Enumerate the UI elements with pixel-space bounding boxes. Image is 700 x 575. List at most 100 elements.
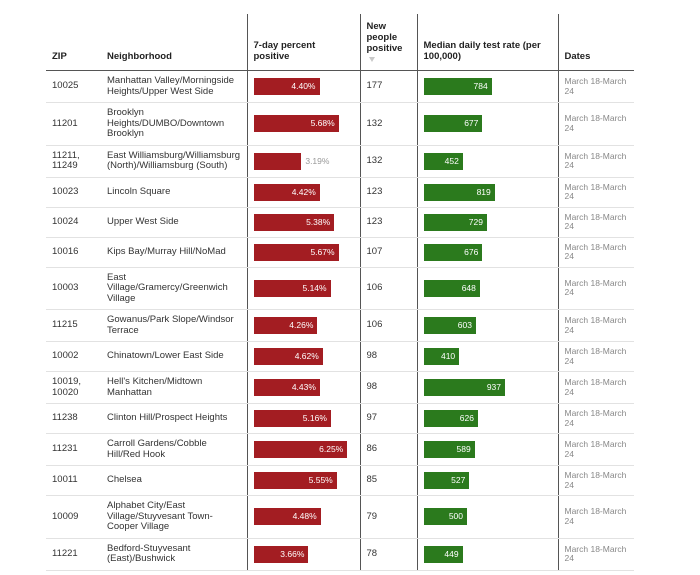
neighborhood-cell: Clinton Hill/Prospect Heights: [101, 403, 248, 434]
positivity-label: 4.62%: [294, 351, 319, 361]
test-rate-label: 626: [459, 413, 474, 423]
test-rate-bar: 626: [423, 410, 478, 427]
test-rate-label: 449: [444, 548, 459, 559]
table-row: 11238 Clinton Hill/Prospect Heights 5.16% 9…: [46, 403, 634, 434]
neighborhood-cell: Gowanus/Park Slope/Windsor Terrace: [101, 309, 248, 342]
test-rate-label: 648: [461, 282, 476, 293]
header-text: Dates: [564, 51, 591, 62]
table-row: 11201 Brooklyn Heights/DUMBO/Downtown Bro…: [46, 102, 634, 146]
zip-cell: 11215: [46, 309, 101, 342]
test-rate-bar: 937: [423, 379, 506, 396]
header-cell: Dates: [558, 14, 634, 71]
header-cell[interactable]: New people positive: [360, 14, 418, 71]
test-rate-bar: 676: [423, 243, 483, 261]
test-rate-bar: 819: [423, 183, 495, 201]
new-positive-cell: 78: [360, 538, 418, 571]
positivity-bar: 3.66%: [253, 545, 309, 563]
test-rate-label: 676: [464, 246, 479, 257]
test-rate-cell: 648: [417, 267, 559, 310]
neighborhood-cell: Chelsea: [101, 465, 248, 496]
neighborhood-cell: Hell's Kitchen/Midtown Manhattan: [101, 371, 248, 404]
test-rate-cell: 729: [417, 207, 559, 238]
new-positive-cell: 98: [360, 341, 418, 372]
test-rate-cell: 677: [417, 102, 559, 146]
test-rate-label: 500: [448, 511, 463, 522]
test-rate-label: 410: [440, 351, 456, 361]
dates-cell: March 18-March 24: [558, 267, 634, 310]
zip-cell: 10023: [46, 177, 101, 208]
positivity-bar: 5.68%: [253, 115, 339, 133]
positivity-bar: 5.55%: [253, 472, 337, 489]
test-rate-label: 603: [457, 320, 472, 330]
dates-cell: March 18-March 24: [558, 403, 634, 434]
sort-arrow[interactable]: [368, 57, 375, 62]
dates-cell: March 18-March 24: [558, 102, 634, 146]
test-rate-bar: 677: [423, 115, 483, 133]
dates-cell: March 18-March 24: [558, 70, 634, 103]
zip-cell: 10024: [46, 207, 101, 238]
positivity-bar: 4.42%: [253, 183, 320, 201]
positivity-label: 5.16%: [302, 413, 327, 423]
test-rate-cell: 784: [417, 70, 559, 103]
table-row: 10011 Chelsea 5.55% 85 527 March 18-March 24: [46, 465, 634, 496]
new-positive-cell: 107: [360, 237, 418, 268]
new-positive-cell: 177: [360, 70, 418, 103]
header-cell: 7-day percent positive: [247, 14, 361, 71]
test-rate-cell: 819: [417, 177, 559, 208]
header-text: Neighborhood: [107, 51, 172, 62]
zip-cell: 11221: [46, 538, 101, 571]
positivity-bar: 5.67%: [253, 243, 339, 261]
positivity-bar: 6.25%: [253, 441, 348, 458]
test-rate-bar: 410: [423, 348, 460, 365]
new-positive-cell: 123: [360, 177, 418, 208]
positivity-cell: 5.16%: [247, 403, 361, 434]
positivity-cell: 5.68%: [247, 102, 361, 146]
test-rate-cell: 589: [417, 433, 559, 466]
positivity-cell: 5.55%: [247, 465, 361, 496]
positivity-bar: 5.14%: [253, 279, 331, 297]
dates-cell: March 18-March 24: [558, 207, 634, 238]
positivity-cell: 4.40%: [247, 70, 361, 103]
header-row: ZIP Neighborhood 7-day percent positive …: [46, 14, 634, 71]
table-row: 10009 Alphabet City/East Village/Stuyvesa…: [46, 495, 634, 539]
positivity-cell: 5.38%: [247, 207, 361, 238]
positivity-bar: 4.62%: [253, 348, 323, 365]
positivity-cell: 4.26%: [247, 309, 361, 342]
positivity-cell: 3.66%: [247, 538, 361, 571]
header-text: 7-day percent positive: [253, 40, 316, 62]
test-rate-cell: 500: [417, 495, 559, 539]
zip-cell: 11231: [46, 433, 101, 466]
positivity-cell: 5.14%: [247, 267, 361, 310]
table-header: ZIP Neighborhood 7-day percent positive …: [46, 14, 634, 71]
dates-cell: March 18-March 24: [558, 237, 634, 268]
zip-cell: 10019, 10020: [46, 371, 101, 404]
positivity-bar: 5.16%: [253, 410, 331, 427]
neighborhood-cell: East Williamsburg/Williamsburg (North)/W…: [101, 145, 248, 178]
neighborhood-cell: Manhattan Valley/Morningside Heights/Upp…: [101, 70, 248, 103]
test-rate-label: 729: [468, 216, 483, 227]
test-rate-cell: 603: [417, 309, 559, 342]
test-rate-cell: 410: [417, 341, 559, 372]
dates-cell: March 18-March 24: [558, 145, 634, 178]
test-rate-bar: 648: [423, 279, 480, 297]
test-rate-label: 819: [476, 186, 491, 197]
zip-cell: 11201: [46, 102, 101, 146]
positivity-cell: 3.19%: [247, 145, 361, 178]
positivity-label: 5.67%: [310, 246, 335, 257]
positivity-label: 4.26%: [289, 320, 314, 330]
header-cell: Median daily test rate (per 100,000): [417, 14, 559, 71]
positivity-label: 5.38%: [306, 216, 331, 227]
test-rate-bar: 449: [423, 545, 463, 563]
dates-cell: March 18-March 24: [558, 538, 634, 571]
table-row: 10016 Kips Bay/Murray Hill/NoMad 5.67% 107 6…: [46, 237, 634, 268]
test-rate-bar: 589: [423, 441, 475, 458]
positivity-bar: 4.26%: [253, 317, 318, 334]
test-rate-cell: 449: [417, 538, 559, 571]
positivity-cell: 6.25%: [247, 433, 361, 466]
dates-cell: March 18-March 24: [558, 309, 634, 342]
dates-cell: March 18-March 24: [558, 341, 634, 372]
header-text: New people positive: [366, 21, 403, 54]
positivity-bar: 4.48%: [253, 508, 321, 526]
test-rate-cell: 527: [417, 465, 559, 496]
table-row: 10003 East Village/Gramercy/Greenwich Vil…: [46, 267, 634, 310]
